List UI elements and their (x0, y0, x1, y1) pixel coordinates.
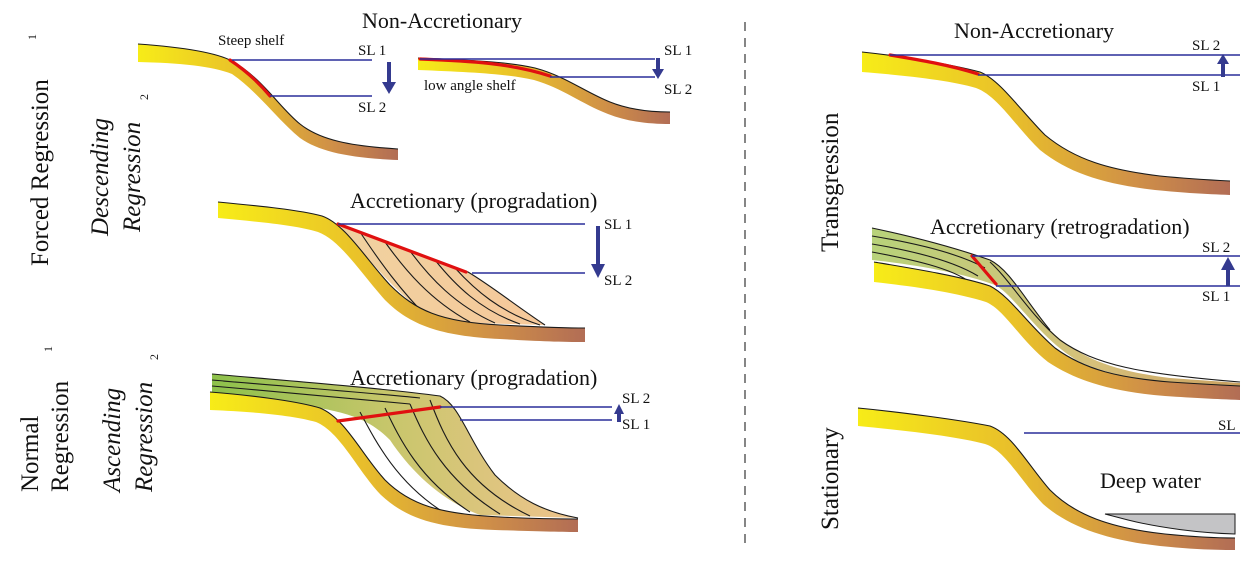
descending-regression-label: Descending Regression 2 (87, 94, 151, 237)
aggrading-prograding-wedge (212, 374, 578, 518)
low-angle-shelf-bed (418, 58, 670, 124)
ascending-regression-label: Ascending Regression 2 (99, 354, 161, 494)
panel-title: Non-Accretionary (362, 8, 522, 33)
svg-text:Ascending: Ascending (99, 388, 126, 494)
clinoforms (359, 231, 541, 326)
shelf-bed (218, 202, 585, 342)
svg-text:Normal: Normal (17, 416, 44, 492)
panel-accretionary-descending: Accretionary (progradation) SL 1 SL 2 (217, 188, 632, 342)
deep-water-label: Deep water (1100, 468, 1201, 493)
shelf-bed (874, 262, 1240, 400)
shoreline-trajectory (888, 53, 980, 76)
shelf-bed (858, 408, 1235, 550)
panel-title: Accretionary (retrogradation) (930, 214, 1190, 239)
sea-level-fall-arrow (382, 62, 396, 94)
sl-label: SL 2 (1192, 38, 1220, 54)
svg-text:Regression: Regression (131, 382, 158, 493)
sea-level-fall-arrow (591, 226, 605, 278)
sl-label: SL 2 (358, 100, 386, 116)
shoreline-trajectory (970, 254, 998, 286)
svg-text:2: 2 (137, 94, 151, 100)
panel-non-accretionary-left: Non-Accretionary Steep shelf SL 1 SL 2 l… (137, 8, 692, 160)
shoreline-trajectory (336, 405, 442, 423)
svg-text:Regression: Regression (47, 380, 74, 492)
shoreline-trajectory (336, 222, 468, 274)
panel-title: Accretionary (progradation) (350, 365, 597, 390)
sea-level-rise-arrow (1221, 257, 1235, 286)
sl-label: SL 2 (664, 82, 692, 98)
shelf-bed (862, 52, 1230, 195)
shelf-bed (210, 392, 578, 532)
sl-label: SL 1 (622, 417, 650, 433)
panel-title: Accretionary (progradation) (350, 188, 597, 213)
clinoforms (359, 399, 531, 517)
forced-regression-label: Forced Regression 1 (25, 34, 54, 266)
panel-stationary: SL Deep water (857, 407, 1240, 550)
panel-accretionary-ascending: Accretionary (progradation) SL 2 SL 1 (209, 365, 650, 532)
transgression-label: Transgression (817, 112, 844, 252)
sl-label: SL 1 (358, 43, 386, 59)
sl-label: SL 2 (604, 273, 632, 289)
steep-shelf-label: Steep shelf (218, 33, 284, 49)
sea-level-fall-arrow (652, 58, 664, 79)
svg-text:Descending: Descending (87, 118, 114, 237)
sl-label: SL 1 (1202, 289, 1230, 305)
panel-accretionary-retrogradation: Accretionary (retrogradation) SL 2 SL 1 (871, 214, 1241, 400)
sl-label: SL (1218, 418, 1236, 434)
sl-label: SL 2 (622, 391, 650, 407)
svg-text:1: 1 (25, 34, 39, 40)
sl-label: SL 1 (664, 43, 692, 59)
aggradational-layers (211, 379, 421, 405)
sl-label: SL 2 (1202, 240, 1230, 256)
sl-label: SL 1 (1192, 79, 1220, 95)
svg-text:Forced Regression: Forced Regression (27, 79, 54, 266)
sea-level-rise-arrow (614, 404, 624, 422)
retrograding-wedge (872, 228, 1240, 388)
sl-label: SL 1 (604, 217, 632, 233)
svg-text:1: 1 (41, 346, 55, 352)
low-angle-shelf-label: low angle shelf (424, 78, 516, 94)
steep-shelf-bed (138, 44, 398, 160)
sea-level-rise-arrow (1217, 54, 1229, 77)
shoreline-trajectory (228, 58, 272, 98)
svg-text:Regression: Regression (119, 122, 146, 233)
deep-water-fill (1104, 513, 1236, 535)
normal-regression-label: Normal Regression 1 (17, 346, 74, 492)
panel-title: Non-Accretionary (954, 18, 1114, 43)
svg-text:2: 2 (147, 354, 161, 360)
stationary-label: Stationary (817, 427, 844, 530)
panel-non-accretionary-right: Non-Accretionary SL 2 SL 1 (861, 18, 1240, 195)
